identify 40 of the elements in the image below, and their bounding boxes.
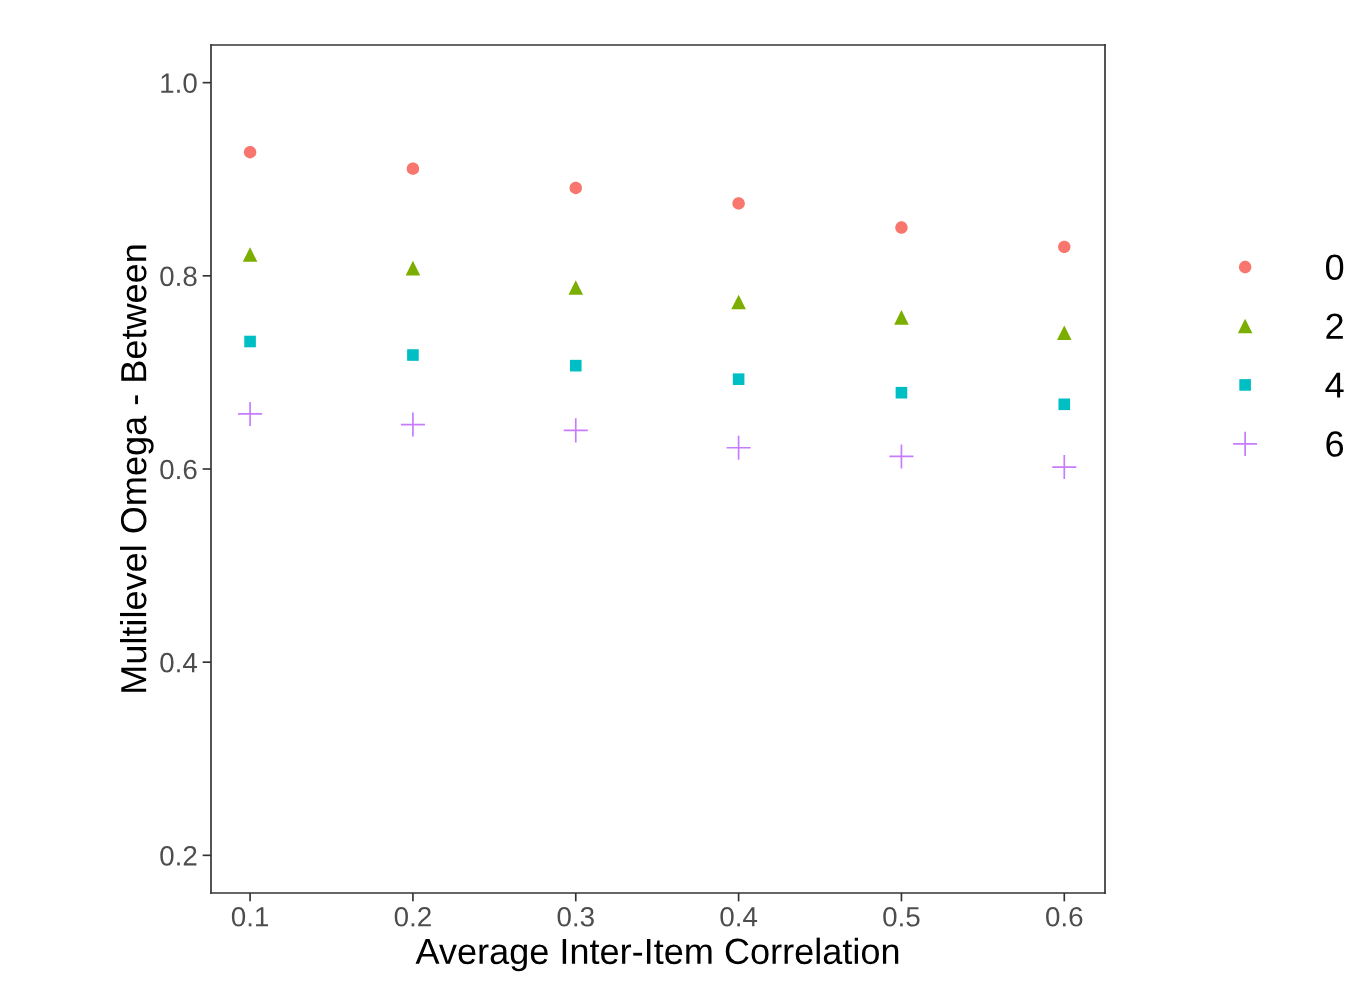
- x-tick-label: 0.1: [231, 906, 269, 927]
- legend-label: 0: [1325, 254, 1344, 281]
- point: [1058, 240, 1071, 254]
- point: [569, 181, 582, 195]
- point: [568, 280, 584, 295]
- y-tick-label: 0.8: [160, 266, 197, 287]
- point: [895, 386, 908, 399]
- legend-label: 2: [1326, 313, 1343, 339]
- legend-label: 4: [1325, 372, 1344, 398]
- y-tick-label: 0.2: [160, 846, 197, 866]
- point: [407, 349, 419, 361]
- point: [731, 294, 746, 310]
- x-tick-label: 0.2: [394, 906, 431, 927]
- point: [726, 435, 751, 460]
- x-axis-title: Average Inter-Item Correlation: [415, 937, 899, 972]
- point: [1058, 398, 1071, 411]
- y-tick-label: 0.6: [160, 459, 197, 480]
- x-tick-label: 0.3: [557, 906, 594, 927]
- point: [238, 401, 263, 426]
- point: [1052, 455, 1077, 480]
- y-tick-label: 0.4: [160, 652, 197, 673]
- point: [243, 146, 257, 159]
- point: [406, 162, 420, 175]
- point: [569, 359, 582, 372]
- point: [242, 247, 258, 262]
- legend-label: 6: [1326, 431, 1344, 457]
- point: [405, 260, 421, 276]
- point: [563, 418, 588, 443]
- x-tick-label: 0.5: [883, 906, 920, 927]
- point: [732, 373, 745, 385]
- point: [732, 197, 745, 210]
- point: [894, 310, 909, 325]
- point: [400, 412, 425, 437]
- y-axis-title: Multilevel Omega - Between: [119, 245, 154, 692]
- x-tick-label: 0.6: [1046, 906, 1083, 927]
- point: [895, 221, 908, 234]
- point: [244, 335, 256, 348]
- y-tick-label: 1.0: [161, 73, 197, 94]
- point: [1057, 325, 1072, 341]
- x-tick-label: 0.4: [720, 906, 758, 927]
